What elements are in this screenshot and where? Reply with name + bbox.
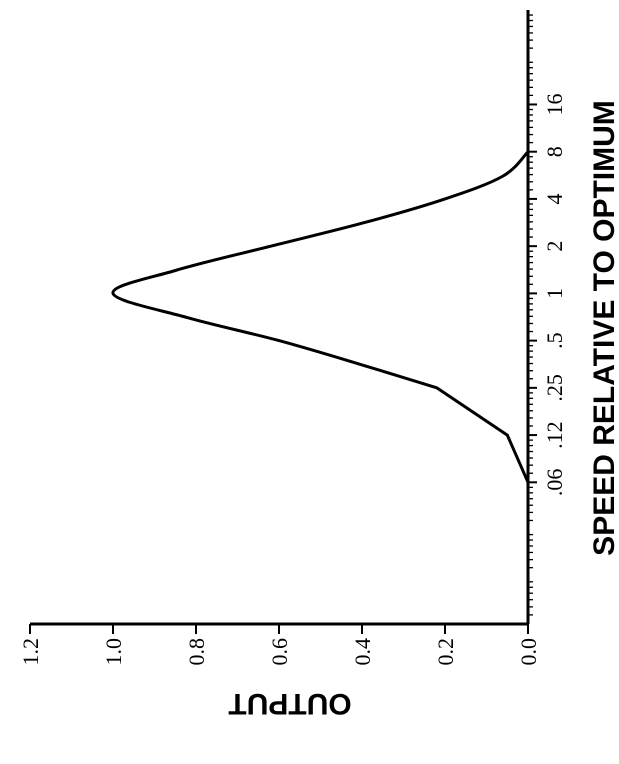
y-tick-label: 0.6 <box>267 638 292 666</box>
x-tick-label: 8 <box>542 146 567 157</box>
y-tick-label: 0.8 <box>184 638 209 666</box>
series-line <box>111 150 530 483</box>
x-tick-label: 2 <box>542 241 567 252</box>
x-tick-label: .06 <box>542 469 567 497</box>
y-tick-label: 0.2 <box>433 638 458 666</box>
x-tick-label: 16 <box>542 93 567 115</box>
x-minor-ticks <box>528 14 533 616</box>
y-tick-label: 1.2 <box>18 638 43 666</box>
y-tick-label: 1.0 <box>101 638 126 666</box>
x-tick-label: 4 <box>542 193 567 204</box>
x-tick-label: .25 <box>542 374 567 402</box>
x-ticks: .06 .12 .25 .5 1 2 4 8 16 <box>528 93 567 496</box>
y-tick-label: 0.0 <box>516 638 541 666</box>
x-tick-label: 1 <box>542 288 567 299</box>
x-tick-label: .12 <box>542 421 567 449</box>
y-axis-title: OUTPUT <box>228 687 351 720</box>
x-tick-label: .5 <box>542 332 567 349</box>
y-ticks: 0.0 0.2 0.4 0.6 0.8 1.0 1.2 <box>18 624 541 666</box>
x-axis-title: SPEED RELATIVE TO OPTIMUM <box>588 100 619 556</box>
y-tick-label: 0.4 <box>350 638 375 666</box>
